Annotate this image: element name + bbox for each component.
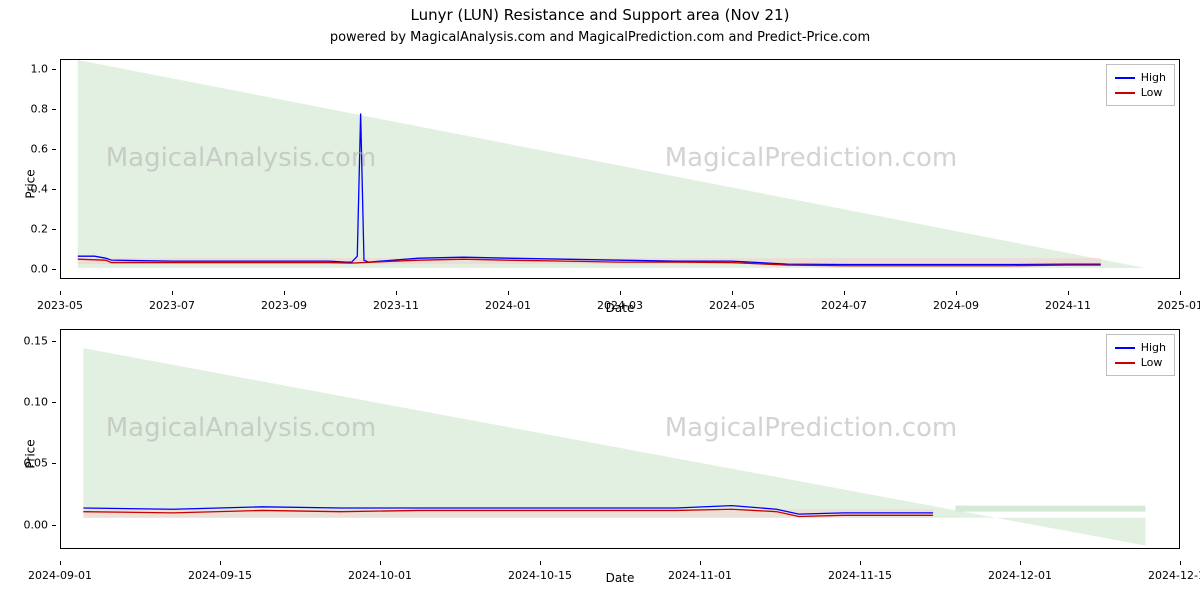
y-tick-label: 0.4 (31, 183, 49, 196)
y-tick-label: 0.10 (24, 396, 49, 409)
legend-top: High Low (1106, 64, 1175, 106)
chart-title: Lunyr (LUN) Resistance and Support area … (0, 0, 1200, 24)
legend-swatch (1115, 77, 1135, 79)
legend-item: Low (1115, 356, 1166, 369)
y-tick-label: 1.0 (31, 63, 49, 76)
y-tick-label: 0.05 (24, 457, 49, 470)
panel-bottom: MagicalAnalysis.com MagicalPrediction.co… (60, 319, 1180, 589)
legend-label: High (1141, 341, 1166, 354)
legend-bottom: High Low (1106, 334, 1175, 376)
panel-top: MagicalAnalysis.com MagicalPrediction.co… (60, 49, 1180, 319)
legend-swatch (1115, 347, 1135, 349)
plot-area-top: MagicalAnalysis.com MagicalPrediction.co… (60, 59, 1180, 279)
panels-wrap: MagicalAnalysis.com MagicalPrediction.co… (0, 49, 1200, 589)
x-tick-label: 2024-03 (597, 299, 643, 312)
legend-item: High (1115, 71, 1166, 84)
plot-area-bottom: MagicalAnalysis.com MagicalPrediction.co… (60, 329, 1180, 549)
y-tick-label: 0.0 (31, 263, 49, 276)
y-tick-label: 0.15 (24, 335, 49, 348)
chart-subtitle: powered by MagicalAnalysis.com and Magic… (0, 24, 1200, 49)
legend-label: High (1141, 71, 1166, 84)
x-tick-label: 2023-11 (373, 299, 419, 312)
x-tick-label: 2024-10-15 (508, 569, 572, 582)
y-tick-label: 0.00 (24, 518, 49, 531)
legend-label: Low (1141, 86, 1163, 99)
x-tick-label: 2024-12-15 (1148, 569, 1200, 582)
x-tick-label: 2024-11-01 (668, 569, 732, 582)
x-tick-label: 2024-09-01 (28, 569, 92, 582)
x-axis-label: Date (606, 571, 635, 585)
x-tick-label: 2024-12-01 (988, 569, 1052, 582)
legend-swatch (1115, 92, 1135, 94)
x-tick-label: 2024-07 (821, 299, 867, 312)
legend-label: Low (1141, 356, 1163, 369)
y-tick-label: 0.2 (31, 223, 49, 236)
chart-container: Lunyr (LUN) Resistance and Support area … (0, 0, 1200, 600)
y-tick-label: 0.8 (31, 103, 49, 116)
x-tick-label: 2025-01 (1157, 299, 1200, 312)
x-tick-label: 2023-09 (261, 299, 307, 312)
y-tick-label: 0.6 (31, 143, 49, 156)
x-tick-label: 2023-07 (149, 299, 195, 312)
x-tick-label: 2024-09 (933, 299, 979, 312)
x-tick-label: 2024-09-15 (188, 569, 252, 582)
legend-item: Low (1115, 86, 1166, 99)
x-tick-label: 2024-11 (1045, 299, 1091, 312)
x-tick-label: 2024-10-01 (348, 569, 412, 582)
legend-item: High (1115, 341, 1166, 354)
x-tick-label: 2024-01 (485, 299, 531, 312)
legend-swatch (1115, 362, 1135, 364)
x-tick-label: 2024-05 (709, 299, 755, 312)
x-tick-label: 2024-11-15 (828, 569, 892, 582)
x-tick-label: 2023-05 (37, 299, 83, 312)
